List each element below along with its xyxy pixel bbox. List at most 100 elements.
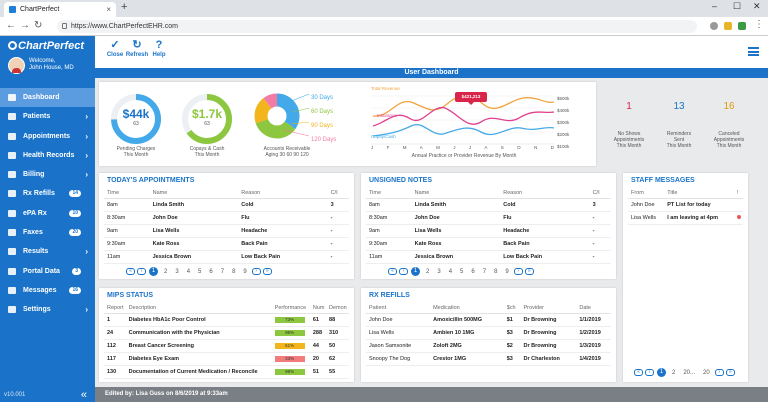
page-button[interactable]: 20...: [683, 369, 696, 376]
forward-icon[interactable]: →: [20, 20, 30, 31]
extension-icon[interactable]: [710, 22, 718, 30]
pager-prev-icon[interactable]: ‹: [399, 268, 408, 275]
pager-prev-icon[interactable]: «: [388, 268, 397, 275]
page-button[interactable]: 20: [703, 369, 710, 376]
table-row[interactable]: John Doe Amoxicillin 500MG $1 Dr Browning 1/…: [366, 313, 611, 327]
sidebar-item-patients[interactable]: Patients ›: [0, 107, 95, 126]
sidebar-item-epa-rx[interactable]: ePA Rx 10: [0, 204, 95, 223]
table-row[interactable]: 112 Breast Cancer Screening 61% 44 50: [104, 339, 349, 353]
column-header[interactable]: Demon: [326, 303, 349, 314]
back-icon[interactable]: ←: [6, 20, 16, 31]
column-header[interactable]: $ch: [503, 303, 521, 314]
column-header[interactable]: Time: [104, 188, 150, 199]
table-row[interactable]: 130 Documentation of Current Medication /…: [104, 365, 349, 379]
page-button[interactable]: 5: [460, 268, 464, 275]
pager-next-icon[interactable]: »: [524, 268, 534, 275]
sidebar-item-messages[interactable]: Messages 16: [0, 281, 95, 300]
column-header[interactable]: Date: [576, 303, 611, 314]
table-row[interactable]: 9am Lisa Wells Headache -: [104, 224, 349, 238]
column-header[interactable]: Performance: [271, 303, 310, 314]
extension-icon[interactable]: [724, 22, 732, 30]
pager-next-icon[interactable]: ›: [513, 268, 523, 275]
column-header[interactable]: Reason: [500, 188, 590, 199]
more-menu-icon[interactable]: ⋮: [754, 19, 764, 30]
column-header[interactable]: From: [628, 188, 665, 199]
refresh-button[interactable]: ↻ Refresh: [125, 39, 149, 58]
pager-next-icon[interactable]: »: [725, 369, 735, 376]
table-row[interactable]: Jason Samsonite Zoloft 2MG $2 Dr Browning 1/…: [366, 339, 611, 353]
sidebar-item-appointments[interactable]: Appointments ›: [0, 127, 95, 146]
page-button[interactable]: 9: [243, 268, 247, 275]
table-row[interactable]: 9:30am Kate Ross Back Pain -: [366, 237, 611, 251]
column-header[interactable]: Time: [366, 188, 412, 199]
url-field[interactable]: https://www.ChartPerfectEHR.com: [57, 20, 697, 33]
page-button[interactable]: 1: [657, 368, 666, 377]
column-header[interactable]: C/I: [589, 188, 611, 199]
browser-tab[interactable]: ChartPerfect ×: [4, 2, 116, 17]
pager-next-icon[interactable]: ›: [251, 268, 261, 275]
sidebar-item-billing[interactable]: Billing ›: [0, 165, 95, 184]
table-row[interactable]: 24 Communication with the Physician 96% 288…: [104, 326, 349, 340]
page-button[interactable]: 1: [411, 267, 420, 276]
sidebar-item-portal-data[interactable]: Portal Data 3: [0, 262, 95, 281]
collapse-sidebar-icon[interactable]: «: [80, 389, 87, 401]
sidebar-item-rx-refills[interactable]: Rx Refills 14: [0, 184, 95, 203]
sidebar-item-results[interactable]: Results ›: [0, 242, 95, 261]
pending-charges-kpi[interactable]: $44k 63: [122, 107, 150, 128]
column-header[interactable]: Title: [664, 188, 734, 199]
close-button[interactable]: ✓ Close: [103, 39, 127, 58]
page-button[interactable]: 9: [505, 268, 509, 275]
column-header[interactable]: Name: [149, 188, 239, 199]
reload-icon[interactable]: ↻: [34, 20, 43, 31]
pager-prev-icon[interactable]: «: [126, 268, 135, 275]
page-button[interactable]: 8: [232, 268, 236, 275]
pager-prev-icon[interactable]: «: [634, 369, 643, 376]
table-row[interactable]: 9:30am Kate Ross Back Pain -: [104, 237, 349, 251]
help-button[interactable]: ? Help: [147, 39, 171, 58]
page-button[interactable]: 7: [482, 268, 487, 275]
hamburger-menu-icon[interactable]: [748, 47, 759, 56]
page-button[interactable]: 3: [437, 268, 441, 275]
pager-prev-icon[interactable]: ‹: [645, 369, 654, 376]
table-row[interactable]: 11am Jessica Brown Low Back Pain -: [104, 250, 349, 264]
column-header[interactable]: Patient: [366, 303, 431, 314]
new-tab-icon[interactable]: +: [121, 1, 128, 13]
pager-prev-icon[interactable]: ‹: [137, 268, 146, 275]
table-row[interactable]: Snoopy The Dog Crestor 1MG $3 Dr Charleston…: [366, 352, 611, 366]
page-button[interactable]: 4: [448, 268, 453, 275]
page-button[interactable]: 6: [471, 268, 475, 275]
page-button[interactable]: 2: [164, 268, 168, 275]
table-row[interactable]: 1 Diabetes HbA1c Poor Control 73% 61 88: [104, 313, 349, 327]
table-row[interactable]: John Doe PT List for today: [628, 198, 743, 212]
sidebar-item-settings[interactable]: Settings ›: [0, 300, 95, 319]
page-button[interactable]: 2: [672, 369, 676, 376]
page-button[interactable]: 3: [175, 268, 179, 275]
column-header[interactable]: Provider: [520, 303, 577, 314]
sidebar-item-health-records[interactable]: Health Records ›: [0, 146, 95, 165]
column-header[interactable]: Name: [411, 188, 501, 199]
close-tab-icon[interactable]: ×: [106, 5, 111, 14]
table-row[interactable]: 117 Diabetes Eye Exam 33% 20 62: [104, 352, 349, 366]
page-button[interactable]: 8: [494, 268, 498, 275]
page-button[interactable]: 7: [220, 268, 225, 275]
sidebar-item-dashboard[interactable]: Dashboard: [0, 88, 95, 108]
table-row[interactable]: 8:30am John Doe Flu -: [104, 211, 349, 225]
column-header[interactable]: Report: [104, 303, 126, 314]
table-row[interactable]: 11am Jessica Brown Low Back Pain -: [366, 250, 611, 264]
avatar[interactable]: [8, 57, 25, 74]
page-button[interactable]: 2: [426, 268, 430, 275]
window-close-icon[interactable]: ✕: [753, 1, 761, 11]
pager-next-icon[interactable]: ›: [714, 369, 724, 376]
column-header[interactable]: C/I: [327, 188, 349, 199]
column-header[interactable]: !: [733, 188, 743, 199]
page-button[interactable]: 1: [149, 267, 158, 276]
page-button[interactable]: 4: [186, 268, 191, 275]
table-row[interactable]: 8am Linda Smith Cold 3: [104, 198, 349, 212]
copays-kpi[interactable]: $1.7k 63: [191, 107, 223, 128]
page-button[interactable]: 6: [209, 268, 213, 275]
column-header[interactable]: Description: [125, 303, 272, 314]
extension-icon[interactable]: [738, 22, 746, 30]
table-row[interactable]: 9am Lisa Wells Headache -: [366, 224, 611, 238]
table-row[interactable]: 8:30am John Doe Flu -: [366, 211, 611, 225]
minimize-icon[interactable]: –: [712, 1, 718, 11]
